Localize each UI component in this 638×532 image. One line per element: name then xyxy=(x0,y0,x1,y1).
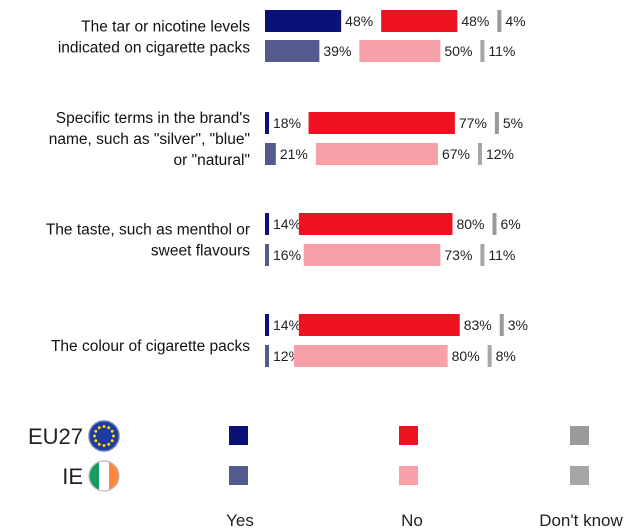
ireland-flag-icon xyxy=(88,460,120,492)
category-label: Specific terms in the brand's xyxy=(56,110,250,127)
value-label: 14% xyxy=(273,216,301,232)
bar-ie-yes-2 xyxy=(265,143,276,165)
category-labels: The tar or nicotine levels indicated on c… xyxy=(46,19,250,356)
legend-swatch-eu27-no xyxy=(399,426,418,445)
category-label: The colour of cigarette packs xyxy=(51,338,250,355)
bar-eu27-no-4 xyxy=(298,314,460,336)
legend-swatch-eu27-dont-know xyxy=(570,426,589,445)
value-label: 8% xyxy=(496,348,516,364)
legend-swatch-ie-yes xyxy=(229,466,248,485)
bar-ie-no-2 xyxy=(315,143,438,165)
category-label: The tar or nicotine levels xyxy=(81,19,250,36)
bar-ie-dont-know-4 xyxy=(487,345,492,367)
value-label: 11% xyxy=(488,247,515,263)
bar-ie-no-1 xyxy=(359,40,441,62)
bar-ie-yes-4 xyxy=(265,345,269,367)
category-label: name, such as "silver", "blue" xyxy=(49,131,250,148)
category-label: indicated on cigarette packs xyxy=(58,40,250,57)
bar-eu27-yes-3 xyxy=(265,213,269,235)
value-label: 12% xyxy=(273,348,301,364)
bar-eu27-no-1 xyxy=(381,10,458,32)
bar-eu27-yes-1 xyxy=(265,10,342,32)
value-label: 48% xyxy=(345,13,373,29)
bar-ie-yes-3 xyxy=(265,244,269,266)
value-label: 11% xyxy=(488,43,515,59)
bar-eu27-dont-know-4 xyxy=(499,314,504,336)
value-label: 12% xyxy=(486,146,514,162)
legend-swatch-ie-dont-know xyxy=(570,466,589,485)
bar-eu27-yes-4 xyxy=(265,314,269,336)
legend-group-ie: IE xyxy=(62,464,83,489)
legend-label-yes: Yes xyxy=(226,511,254,530)
value-label: 16% xyxy=(273,247,301,263)
bar-eu27-dont-know-1 xyxy=(497,10,502,32)
eu-flag-icon xyxy=(88,420,120,452)
legend-label-dont-know: Don't know xyxy=(539,511,623,530)
bar-eu27-dont-know-2 xyxy=(494,112,499,134)
value-label: 39% xyxy=(323,43,351,59)
legend-swatch-ie-no xyxy=(399,466,418,485)
value-label: 4% xyxy=(505,13,525,29)
bar-ie-dont-know-1 xyxy=(480,40,485,62)
bar-eu27-yes-2 xyxy=(265,112,269,134)
bars-layer: 48% 48% 4% 18% 77% 5% 14% 80% 6% 14% 83% 3% 39% 50% 11… xyxy=(265,10,528,367)
category-label: or "natural" xyxy=(174,152,251,169)
bar-ie-no-4 xyxy=(294,345,448,367)
value-label: 14% xyxy=(273,317,301,333)
value-label: 6% xyxy=(500,216,520,232)
value-label: 21% xyxy=(280,146,308,162)
category-label: The taste, such as menthol or xyxy=(46,222,250,239)
value-label: 48% xyxy=(461,13,489,29)
bar-ie-dont-know-3 xyxy=(480,244,485,266)
value-label: 80% xyxy=(456,216,484,232)
legend-swatch-eu27-yes xyxy=(229,426,248,445)
legend-label-no: No xyxy=(401,511,423,530)
bar-ie-yes-1 xyxy=(265,40,320,62)
value-label: 73% xyxy=(444,247,472,263)
value-label: 67% xyxy=(442,146,470,162)
value-label: 5% xyxy=(503,115,523,131)
category-label: sweet flavours xyxy=(151,243,250,260)
value-label: 18% xyxy=(273,115,301,131)
bar-ie-no-3 xyxy=(303,244,441,266)
bar-eu27-no-3 xyxy=(298,213,453,235)
value-label: 83% xyxy=(464,317,492,333)
bar-ie-dont-know-2 xyxy=(477,143,482,165)
bar-eu27-no-2 xyxy=(308,112,455,134)
legend: EU27 IE Yes No Don't know xyxy=(28,420,623,530)
value-label: 50% xyxy=(444,43,472,59)
legend-group-eu27: EU27 xyxy=(28,424,83,449)
value-label: 80% xyxy=(452,348,480,364)
bar-eu27-dont-know-3 xyxy=(492,213,497,235)
value-label: 3% xyxy=(508,317,528,333)
value-label: 77% xyxy=(459,115,487,131)
